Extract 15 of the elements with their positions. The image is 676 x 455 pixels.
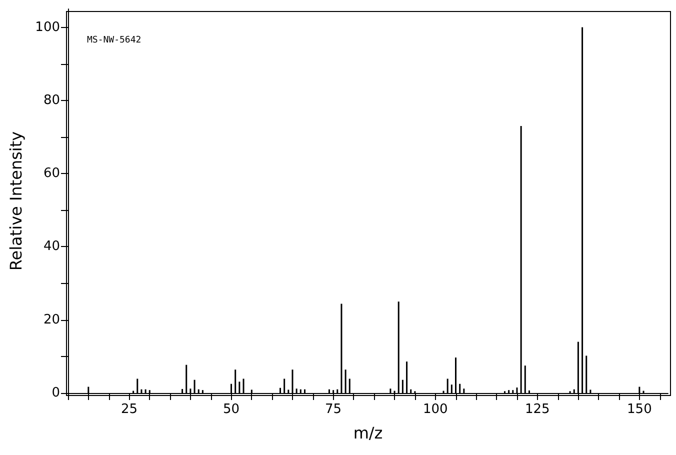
y-tick-label: 40 [43,239,60,254]
x-tick-label: 150 [627,402,652,417]
y-axis-title: Relative Intensity [6,131,26,271]
x-axis-title: m/z [353,424,383,442]
y-tick-label: 0 [52,386,60,400]
x-tick-label: 25 [120,402,138,417]
y-tick-label: 20 [43,312,60,328]
y-tick-label: 100 [35,20,60,35]
x-tick-label: 125 [524,402,550,417]
x-tick-label: 50 [222,402,240,417]
x-tick-label: 75 [325,402,342,417]
annotation: MS-NW-5642 [87,36,142,46]
x-tick-label: 100 [422,402,448,417]
y-tick-label: 60 [43,166,60,182]
y-tick-label: 80 [43,92,60,108]
